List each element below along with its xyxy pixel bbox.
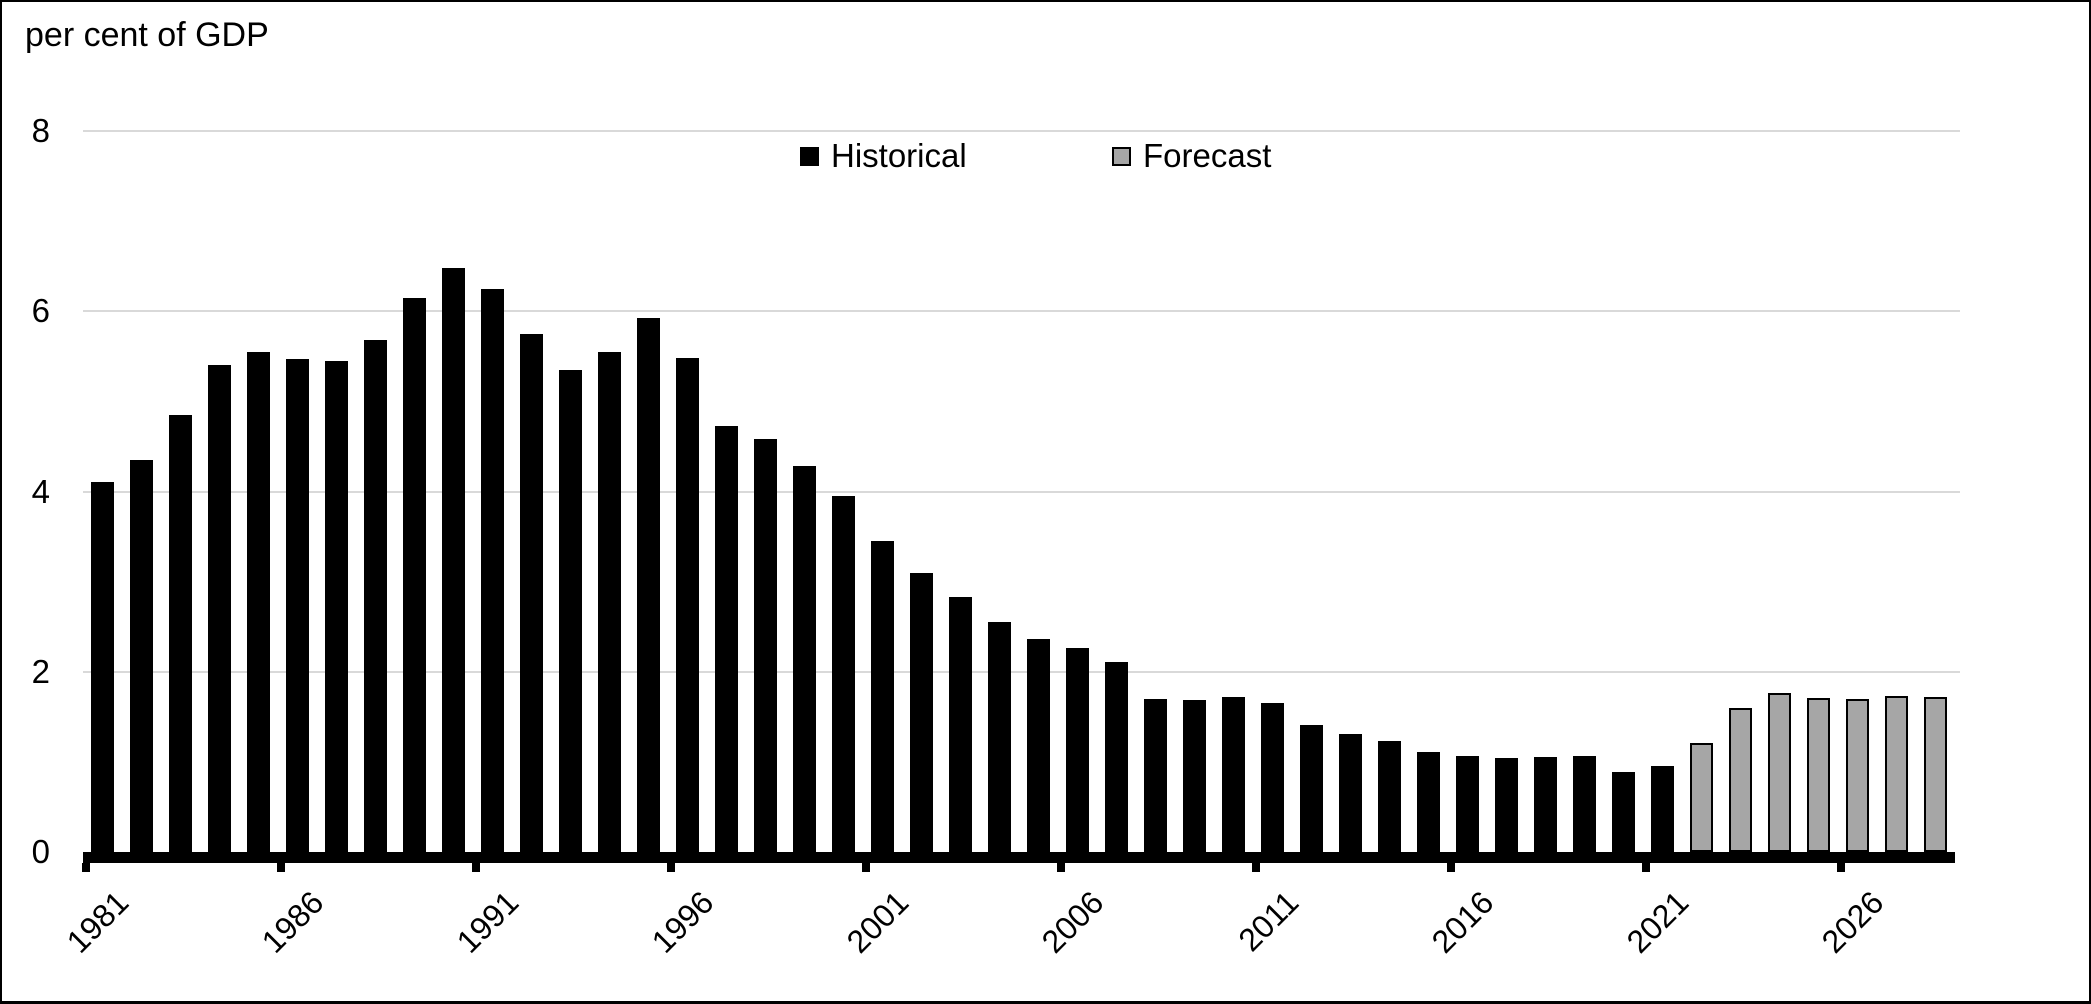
legend-historical-swatch-icon — [800, 147, 819, 166]
bar-2027 — [1885, 696, 1908, 852]
y-axis-label-4: 4 — [31, 472, 50, 510]
x-axis-line — [83, 852, 1955, 863]
bar-1997 — [715, 425, 738, 852]
x-axis-label-2011: 2011 — [1231, 884, 1306, 959]
bar-2006 — [1066, 648, 1089, 852]
x-axis-tick-2011 — [1252, 863, 1260, 872]
x-axis-tick-2026 — [1837, 863, 1845, 872]
bar-2015 — [1417, 751, 1440, 852]
bar-2004 — [988, 622, 1011, 852]
bar-1986 — [286, 359, 309, 852]
bar-1990 — [442, 267, 465, 852]
bar-1992 — [520, 333, 543, 852]
x-axis-tick-2016 — [1447, 863, 1455, 872]
x-axis-label-1996: 1996 — [644, 884, 721, 960]
legend-historical-label: Historical — [831, 137, 967, 174]
x-axis-tick-1991 — [472, 863, 480, 872]
bar-1984 — [208, 365, 231, 852]
bar-1996 — [676, 358, 699, 852]
x-axis-label-1991: 1991 — [449, 884, 526, 960]
bar-2013 — [1339, 733, 1362, 852]
x-axis-label-2016: 2016 — [1424, 884, 1501, 960]
bar-2020 — [1612, 771, 1635, 852]
y-axis-label-8: 8 — [31, 112, 50, 149]
bar-2019 — [1573, 755, 1596, 852]
y-axis-label-6: 6 — [31, 292, 50, 330]
x-axis-label-1986: 1986 — [254, 884, 331, 960]
x-axis-tick-2021 — [1642, 863, 1650, 872]
x-axis-tick-2006 — [1057, 863, 1065, 872]
bar-2007 — [1105, 661, 1128, 852]
bar-2002 — [910, 572, 933, 852]
x-axis-tick-1996 — [667, 863, 675, 872]
bar-2008 — [1144, 698, 1167, 852]
x-axis-label-2001: 2001 — [839, 884, 916, 960]
bar-2024 — [1768, 693, 1791, 852]
bar-2009 — [1183, 699, 1206, 852]
bar-2023 — [1729, 707, 1752, 852]
x-axis-label-2026: 2026 — [1814, 884, 1891, 960]
bar-1998 — [754, 439, 777, 852]
bar-1993 — [559, 369, 582, 852]
bar-1995 — [637, 318, 660, 852]
bar-2010 — [1222, 696, 1245, 852]
bar-2022 — [1690, 742, 1713, 852]
x-axis-label-2021: 2021 — [1619, 884, 1696, 960]
bar-1985 — [247, 351, 270, 852]
bar-1983 — [169, 414, 192, 852]
bar-2011 — [1261, 703, 1284, 852]
bar-2014 — [1378, 741, 1401, 852]
y-axis-title: per cent of GDP — [25, 16, 269, 54]
x-axis-tick-1981 — [82, 863, 90, 872]
legend-forecast-swatch-icon — [1112, 147, 1131, 166]
gridline-2 — [83, 670, 1960, 673]
bar-2026 — [1846, 698, 1869, 852]
bar-1988 — [364, 340, 387, 852]
bar-2016 — [1456, 756, 1479, 852]
bar-2000 — [832, 496, 855, 852]
bar-2018 — [1534, 757, 1557, 852]
bar-1999 — [793, 466, 816, 852]
x-axis-label-1981: 1981 — [59, 884, 136, 960]
bar-2005 — [1027, 639, 1050, 852]
bar-1981 — [91, 482, 114, 852]
gridline-8 — [83, 130, 1960, 132]
bar-2001 — [871, 541, 894, 852]
bar-2003 — [949, 596, 972, 852]
gridline-6 — [83, 310, 1960, 313]
gridline-4 — [83, 490, 1960, 493]
bar-2017 — [1495, 758, 1518, 852]
bar-2025 — [1807, 697, 1830, 852]
bar-2021 — [1651, 766, 1674, 852]
bar-2012 — [1300, 724, 1323, 852]
bar-1994 — [598, 351, 621, 852]
x-axis-tick-1986 — [277, 863, 285, 872]
y-axis-label-0: 0 — [31, 833, 50, 870]
bar-1987 — [325, 360, 348, 852]
bar-1982 — [130, 459, 153, 852]
y-axis-label-2: 2 — [31, 652, 50, 690]
x-axis-label-2006: 2006 — [1034, 884, 1111, 960]
legend-forecast-label: Forecast — [1143, 137, 1272, 174]
bar-1989 — [403, 297, 426, 852]
bar-2028 — [1924, 696, 1947, 852]
x-axis-tick-2001 — [862, 863, 870, 872]
bar-1991 — [481, 288, 504, 852]
